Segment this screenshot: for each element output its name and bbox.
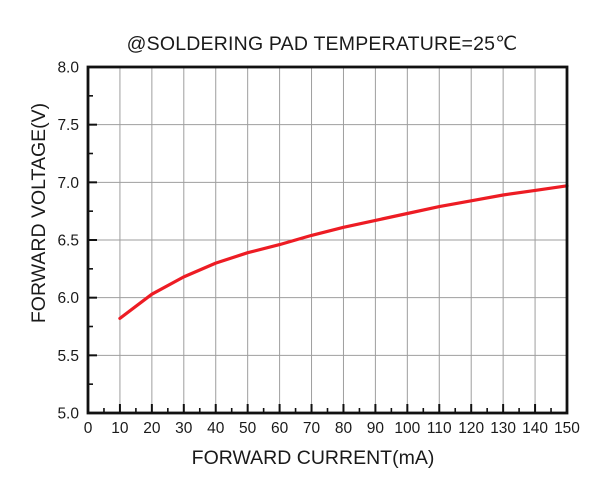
tick-labels: 0 10 20 30 40 50 60 70 80 90 100 110 120 130 140 150 5.0… bbox=[57, 60, 580, 438]
x-tick-label: 0 bbox=[84, 420, 93, 437]
x-tick-label: 120 bbox=[458, 420, 484, 437]
x-tick-label: 60 bbox=[271, 420, 289, 437]
data-curve bbox=[118, 184, 569, 320]
y-tick-label: 7.5 bbox=[57, 117, 79, 134]
y-tick-label: 6.5 bbox=[57, 233, 79, 250]
x-tick-label: 50 bbox=[239, 420, 257, 437]
x-tick-label: 140 bbox=[522, 420, 548, 437]
x-tick-label: 100 bbox=[394, 420, 420, 437]
chart-title: @SOLDERING PAD TEMPERATURE=25℃ bbox=[127, 33, 518, 55]
x-tick-label: 130 bbox=[490, 420, 516, 437]
y-tick-label: 5.5 bbox=[57, 348, 79, 365]
y-tick-label: 5.0 bbox=[57, 406, 79, 423]
x-tick-label: 90 bbox=[367, 420, 385, 437]
x-tick-label: 110 bbox=[427, 420, 452, 437]
x-tick-label: 30 bbox=[175, 420, 193, 437]
y-axis-title: FORWARD VOLTAGE(V) bbox=[28, 103, 50, 323]
x-tick-label: 80 bbox=[335, 420, 353, 437]
x-tick-label: 20 bbox=[143, 420, 161, 437]
grid-lines bbox=[88, 67, 567, 413]
x-tick-label: 70 bbox=[303, 420, 321, 437]
y-tick-label: 6.0 bbox=[57, 290, 79, 307]
y-tick-label: 8.0 bbox=[57, 60, 79, 77]
y-tick-label: 7.0 bbox=[57, 175, 79, 192]
x-axis-title: FORWARD CURRENT(mA) bbox=[192, 447, 435, 469]
plot-border bbox=[86, 65, 569, 415]
x-tick-label: 150 bbox=[554, 420, 580, 437]
x-tick-label: 10 bbox=[111, 420, 129, 437]
x-tick-label: 40 bbox=[207, 420, 225, 437]
